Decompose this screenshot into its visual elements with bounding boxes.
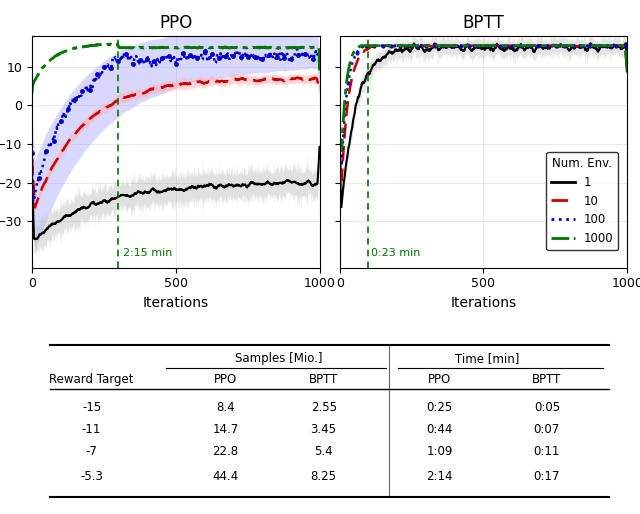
Text: 8.25: 8.25 — [310, 470, 337, 483]
Text: 8.4: 8.4 — [216, 401, 235, 414]
Text: BPTT: BPTT — [532, 374, 561, 387]
X-axis label: Iterations: Iterations — [451, 296, 516, 310]
Text: 0:17: 0:17 — [534, 470, 560, 483]
Text: 44.4: 44.4 — [212, 470, 239, 483]
Text: 14.7: 14.7 — [212, 423, 239, 436]
Text: -5.3: -5.3 — [80, 470, 103, 483]
Text: 0:07: 0:07 — [534, 423, 560, 436]
Text: Samples [Mio.]: Samples [Mio.] — [236, 352, 323, 365]
Text: Reward Target: Reward Target — [49, 374, 134, 387]
Text: 1:09: 1:09 — [426, 445, 453, 458]
Text: 0:05: 0:05 — [534, 401, 560, 414]
X-axis label: Iterations: Iterations — [143, 296, 209, 310]
Title: BPTT: BPTT — [463, 14, 504, 32]
Text: 0:25: 0:25 — [427, 401, 453, 414]
Text: 22.8: 22.8 — [212, 445, 239, 458]
Text: 5.4: 5.4 — [314, 445, 333, 458]
Text: 2.55: 2.55 — [310, 401, 337, 414]
Text: -11: -11 — [82, 423, 101, 436]
Text: 2:15 min: 2:15 min — [124, 248, 173, 258]
Text: PPO: PPO — [428, 374, 451, 387]
Text: -15: -15 — [82, 401, 101, 414]
Text: 0:44: 0:44 — [426, 423, 453, 436]
Text: 0:11: 0:11 — [534, 445, 560, 458]
Text: BPTT: BPTT — [309, 374, 339, 387]
Text: 2:14: 2:14 — [426, 470, 453, 483]
Text: 0:23 min: 0:23 min — [371, 248, 420, 258]
Text: PPO: PPO — [214, 374, 237, 387]
Text: -7: -7 — [86, 445, 97, 458]
Legend: 1, 10, 100, 1000: 1, 10, 100, 1000 — [547, 152, 618, 250]
Text: 3.45: 3.45 — [310, 423, 337, 436]
Title: PPO: PPO — [159, 14, 193, 32]
Text: Time [min]: Time [min] — [455, 352, 520, 365]
